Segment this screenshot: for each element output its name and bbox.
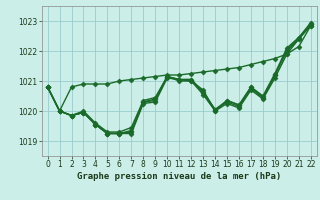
X-axis label: Graphe pression niveau de la mer (hPa): Graphe pression niveau de la mer (hPa)	[77, 172, 281, 181]
